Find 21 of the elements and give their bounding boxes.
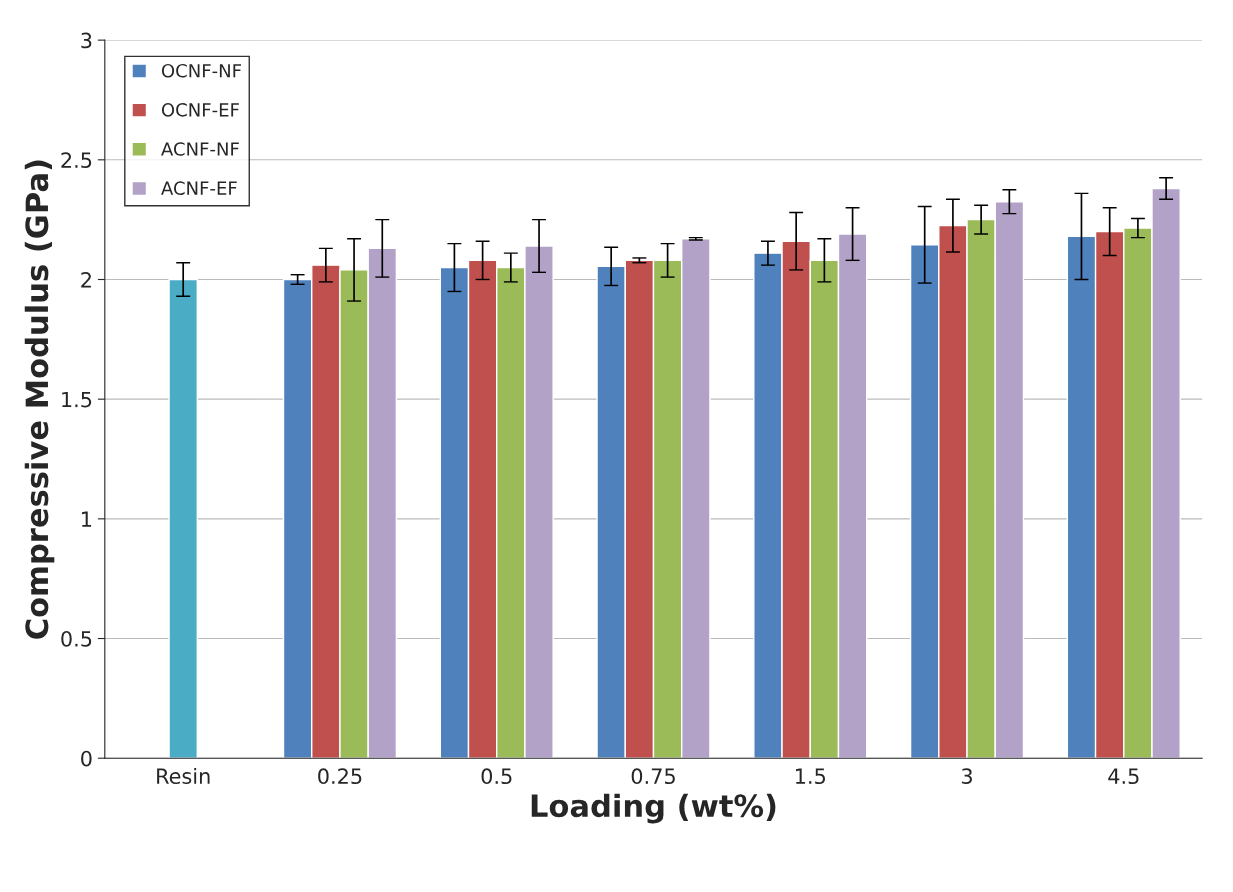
- legend-label: OCNF-EF: [161, 103, 239, 117]
- x-tick-label: 1.5: [795, 768, 825, 785]
- y-tick-label: 0: [81, 750, 92, 767]
- bar: [168, 278, 198, 759]
- y-axis-title: Compressive Modulus (GPa): [24, 160, 55, 639]
- x-tick-label: Resin: [157, 767, 210, 785]
- x-tick-label: 0.25: [318, 768, 362, 785]
- y-tick-label: 1.5: [62, 391, 92, 408]
- x-tick-label: 4.5: [1108, 768, 1139, 785]
- x-tick-label: 3: [961, 768, 972, 785]
- y-tick-label: 1: [82, 511, 92, 527]
- y-tick-label: 3: [81, 32, 92, 49]
- y-tick-label: 2.5: [61, 152, 92, 169]
- legend-label: OCNF-NF: [161, 63, 241, 78]
- legend-label: ACNF-NF: [161, 142, 239, 156]
- y-tick-label: 0.5: [61, 630, 92, 647]
- y-tick-label: 2: [81, 271, 91, 288]
- x-tick-label: 0.75: [631, 768, 675, 785]
- x-tick-label: 0.5: [481, 768, 512, 785]
- legend-label: ACNF-EF: [161, 181, 237, 195]
- x-axis-title: Loading (wt%): [531, 793, 776, 824]
